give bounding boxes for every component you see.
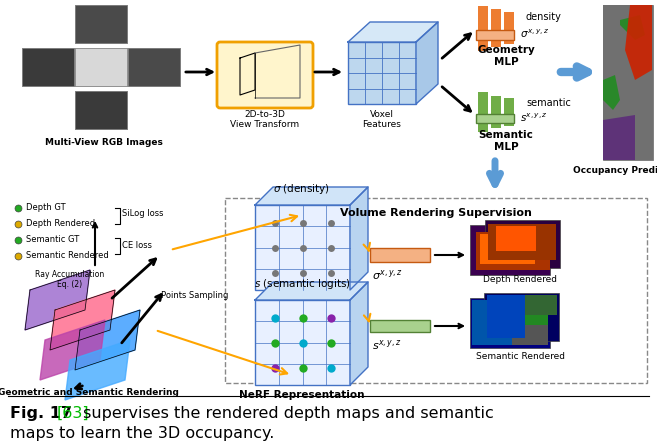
Text: MLP: MLP [493,57,518,67]
Text: $\sigma$ (density): $\sigma$ (density) [273,182,330,196]
Polygon shape [75,310,140,370]
Polygon shape [40,320,105,380]
Text: $s$ (semantic logits): $s$ (semantic logits) [254,277,350,291]
Text: SiLog loss: SiLog loss [122,210,164,218]
FancyBboxPatch shape [485,220,560,268]
FancyBboxPatch shape [488,224,556,260]
FancyBboxPatch shape [75,5,127,43]
Text: $s^{x,y,z}$: $s^{x,y,z}$ [372,338,401,352]
Text: semantic: semantic [526,98,571,108]
FancyBboxPatch shape [476,232,550,270]
FancyBboxPatch shape [504,98,514,126]
FancyBboxPatch shape [512,325,548,345]
Text: Geometry: Geometry [477,45,535,55]
Text: $\sigma^{x,y,z}$: $\sigma^{x,y,z}$ [520,28,549,40]
Polygon shape [65,340,130,400]
FancyBboxPatch shape [470,225,550,275]
FancyBboxPatch shape [484,293,559,341]
Text: Voxel: Voxel [370,110,394,119]
Polygon shape [255,187,368,205]
Text: CE loss: CE loss [122,241,152,251]
Text: Occupancy Prediction: Occupancy Prediction [573,166,657,175]
FancyBboxPatch shape [75,91,127,129]
Polygon shape [620,15,645,40]
Text: Features: Features [363,120,401,129]
FancyBboxPatch shape [370,248,430,262]
FancyBboxPatch shape [487,295,525,338]
Polygon shape [25,270,90,330]
Text: $s^{x,y,z}$: $s^{x,y,z}$ [520,112,548,124]
Text: Eq. (2): Eq. (2) [57,280,83,289]
FancyBboxPatch shape [476,30,514,40]
Text: Semantic Rendered: Semantic Rendered [26,251,109,260]
FancyBboxPatch shape [22,48,74,86]
Text: Depth Rendered: Depth Rendered [483,275,557,284]
Polygon shape [348,22,438,42]
Text: 2D-to-3D: 2D-to-3D [244,110,285,119]
FancyBboxPatch shape [128,48,180,86]
Text: density: density [526,12,562,22]
Text: Semantic GT: Semantic GT [26,236,79,244]
FancyBboxPatch shape [128,48,180,86]
Polygon shape [603,75,620,110]
Text: Volume Rendering Supervision: Volume Rendering Supervision [340,208,532,218]
FancyBboxPatch shape [603,5,653,160]
FancyBboxPatch shape [255,205,350,290]
Text: Fig. 17: Fig. 17 [10,406,72,421]
FancyBboxPatch shape [525,295,557,315]
Text: Ray Accumulation: Ray Accumulation [35,270,104,279]
FancyBboxPatch shape [348,42,416,104]
Polygon shape [625,5,652,80]
Text: View Transform: View Transform [231,120,300,129]
FancyBboxPatch shape [478,6,488,51]
Text: $\sigma^{x,y,z}$: $\sigma^{x,y,z}$ [372,268,403,282]
FancyBboxPatch shape [370,320,430,332]
Polygon shape [350,187,368,290]
FancyBboxPatch shape [491,96,501,128]
FancyBboxPatch shape [75,91,127,129]
FancyBboxPatch shape [75,48,127,86]
Text: Semantic: Semantic [478,130,533,140]
Polygon shape [255,282,368,300]
FancyBboxPatch shape [504,12,514,44]
FancyBboxPatch shape [512,300,548,325]
Text: Depth Rendered: Depth Rendered [26,220,95,229]
FancyBboxPatch shape [472,300,512,345]
FancyBboxPatch shape [217,42,313,108]
Text: NeRF Representation: NeRF Representation [239,390,365,400]
Polygon shape [603,115,635,160]
FancyBboxPatch shape [22,48,74,86]
FancyBboxPatch shape [478,92,488,132]
FancyBboxPatch shape [603,5,653,160]
Text: Points Sampling: Points Sampling [162,290,229,300]
FancyBboxPatch shape [75,48,127,86]
Text: supervises the rendered depth maps and semantic: supervises the rendered depth maps and s… [78,406,494,421]
Polygon shape [50,290,115,350]
FancyBboxPatch shape [496,226,536,251]
FancyBboxPatch shape [490,235,525,260]
FancyBboxPatch shape [75,5,127,43]
Text: MLP: MLP [493,142,518,152]
Text: Geometric and Semantic Rendering: Geometric and Semantic Rendering [0,388,179,397]
FancyBboxPatch shape [75,48,127,86]
Polygon shape [350,282,368,385]
FancyBboxPatch shape [255,300,350,385]
FancyBboxPatch shape [470,298,550,348]
FancyBboxPatch shape [476,114,514,123]
Text: [63]: [63] [57,406,89,421]
Text: Multi-View RGB Images: Multi-View RGB Images [45,138,163,147]
FancyBboxPatch shape [491,9,501,47]
Text: Depth GT: Depth GT [26,203,66,213]
Polygon shape [416,22,438,104]
FancyBboxPatch shape [480,234,535,264]
Text: maps to learn the 3D occupancy.: maps to learn the 3D occupancy. [10,426,275,441]
Text: Semantic Rendered: Semantic Rendered [476,352,564,361]
